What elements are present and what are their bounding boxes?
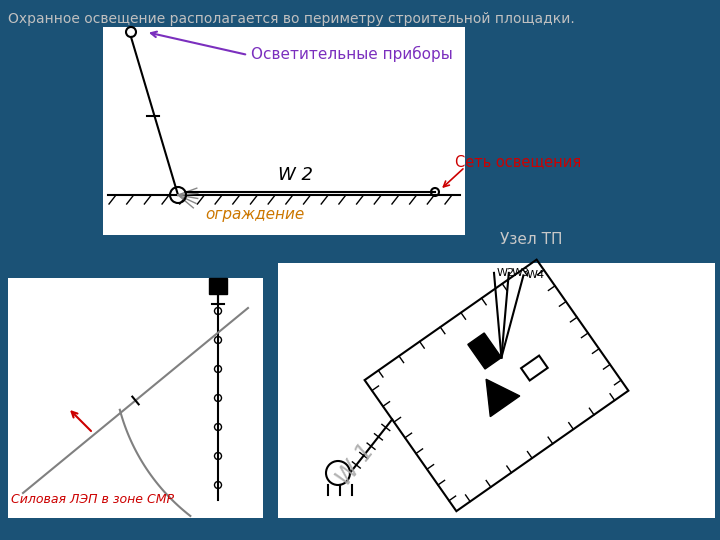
Bar [209,278,227,294]
Text: Сеть освещения: Сеть освещения [455,154,581,170]
Text: W3: W3 [512,268,530,278]
Polygon shape [486,379,520,417]
Polygon shape [468,333,501,369]
Text: ограждение: ограждение [205,207,305,222]
Text: W4: W4 [526,271,544,280]
Text: Осветительные приборы: Осветительные приборы [251,46,453,62]
Text: Узел ТП: Узел ТП [500,233,562,247]
Bar [103,27,465,235]
Text: W2: W2 [497,268,515,278]
Text: W 1: W 1 [333,439,379,490]
Bar [278,263,715,518]
Text: Силовая ЛЭП в зоне СМР: Силовая ЛЭП в зоне СМР [11,493,174,506]
Bar [8,278,263,518]
Text: Охранное освещение располагается во периметру строительной площадки.: Охранное освещение располагается во пери… [8,12,575,26]
Text: W 2: W 2 [278,166,313,184]
